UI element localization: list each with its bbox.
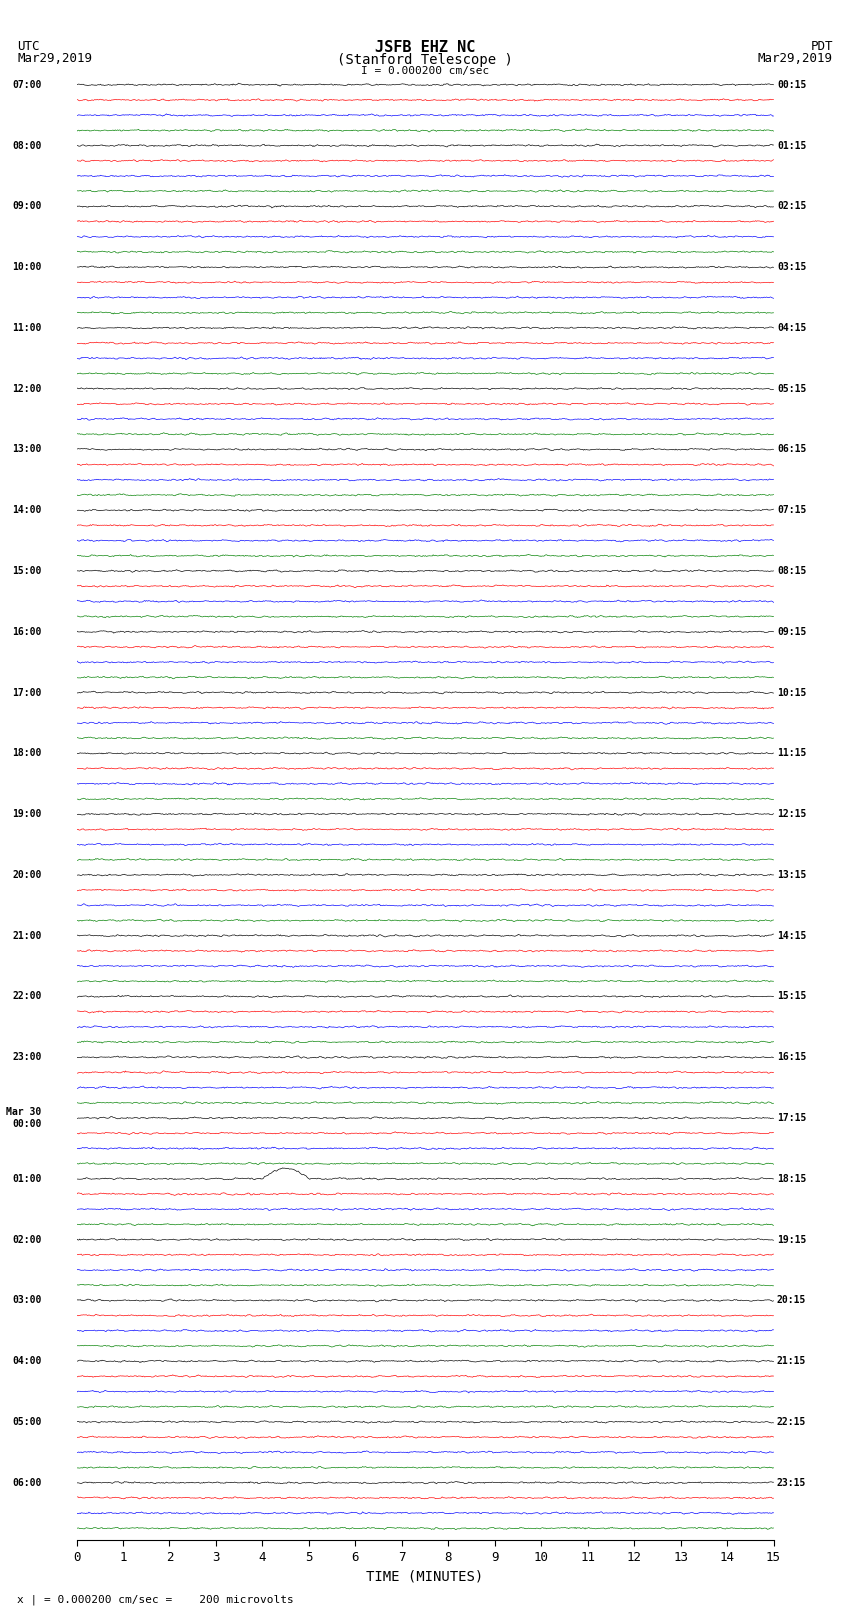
Text: 04:00: 04:00 <box>12 1357 42 1366</box>
Text: 18:00: 18:00 <box>12 748 42 758</box>
Text: 16:15: 16:15 <box>777 1052 807 1063</box>
Text: 15:15: 15:15 <box>777 992 807 1002</box>
Text: I = 0.000200 cm/sec: I = 0.000200 cm/sec <box>361 66 489 76</box>
Text: 05:15: 05:15 <box>777 384 807 394</box>
Text: 02:00: 02:00 <box>12 1234 42 1245</box>
Text: 12:15: 12:15 <box>777 810 807 819</box>
Text: 19:00: 19:00 <box>12 810 42 819</box>
Text: 10:00: 10:00 <box>12 261 42 273</box>
Text: 23:00: 23:00 <box>12 1052 42 1063</box>
Text: 05:00: 05:00 <box>12 1416 42 1428</box>
Text: 21:00: 21:00 <box>12 931 42 940</box>
Text: 01:00: 01:00 <box>12 1174 42 1184</box>
Text: 13:00: 13:00 <box>12 445 42 455</box>
Text: 20:00: 20:00 <box>12 869 42 879</box>
Text: JSFB EHZ NC: JSFB EHZ NC <box>375 40 475 55</box>
Text: 07:00: 07:00 <box>12 79 42 90</box>
Text: 11:15: 11:15 <box>777 748 807 758</box>
Text: 02:15: 02:15 <box>777 202 807 211</box>
Text: 08:00: 08:00 <box>12 140 42 150</box>
Text: 17:00: 17:00 <box>12 687 42 697</box>
Text: 11:00: 11:00 <box>12 323 42 332</box>
Text: 04:15: 04:15 <box>777 323 807 332</box>
Text: 06:00: 06:00 <box>12 1478 42 1487</box>
Text: 09:00: 09:00 <box>12 202 42 211</box>
Text: 22:00: 22:00 <box>12 992 42 1002</box>
Text: 17:15: 17:15 <box>777 1113 807 1123</box>
Text: Mar29,2019: Mar29,2019 <box>758 52 833 65</box>
Text: 03:00: 03:00 <box>12 1295 42 1305</box>
Text: 18:15: 18:15 <box>777 1174 807 1184</box>
Text: 16:00: 16:00 <box>12 627 42 637</box>
Text: (Stanford Telescope ): (Stanford Telescope ) <box>337 53 513 68</box>
Text: 23:15: 23:15 <box>777 1478 807 1487</box>
Text: x | = 0.000200 cm/sec =    200 microvolts: x | = 0.000200 cm/sec = 200 microvolts <box>17 1594 294 1605</box>
Text: 19:15: 19:15 <box>777 1234 807 1245</box>
Text: PDT: PDT <box>811 40 833 53</box>
Text: 21:15: 21:15 <box>777 1357 807 1366</box>
Text: 14:15: 14:15 <box>777 931 807 940</box>
X-axis label: TIME (MINUTES): TIME (MINUTES) <box>366 1569 484 1584</box>
Text: 06:15: 06:15 <box>777 445 807 455</box>
Text: 14:00: 14:00 <box>12 505 42 515</box>
Text: 09:15: 09:15 <box>777 627 807 637</box>
Text: UTC: UTC <box>17 40 39 53</box>
Text: 10:15: 10:15 <box>777 687 807 697</box>
Text: 08:15: 08:15 <box>777 566 807 576</box>
Text: 13:15: 13:15 <box>777 869 807 879</box>
Text: 01:15: 01:15 <box>777 140 807 150</box>
Text: 20:15: 20:15 <box>777 1295 807 1305</box>
Text: 22:15: 22:15 <box>777 1416 807 1428</box>
Text: 12:00: 12:00 <box>12 384 42 394</box>
Text: 07:15: 07:15 <box>777 505 807 515</box>
Text: Mar29,2019: Mar29,2019 <box>17 52 92 65</box>
Text: 15:00: 15:00 <box>12 566 42 576</box>
Text: 03:15: 03:15 <box>777 261 807 273</box>
Text: 00:15: 00:15 <box>777 79 807 90</box>
Text: Mar 30
00:00: Mar 30 00:00 <box>7 1107 42 1129</box>
